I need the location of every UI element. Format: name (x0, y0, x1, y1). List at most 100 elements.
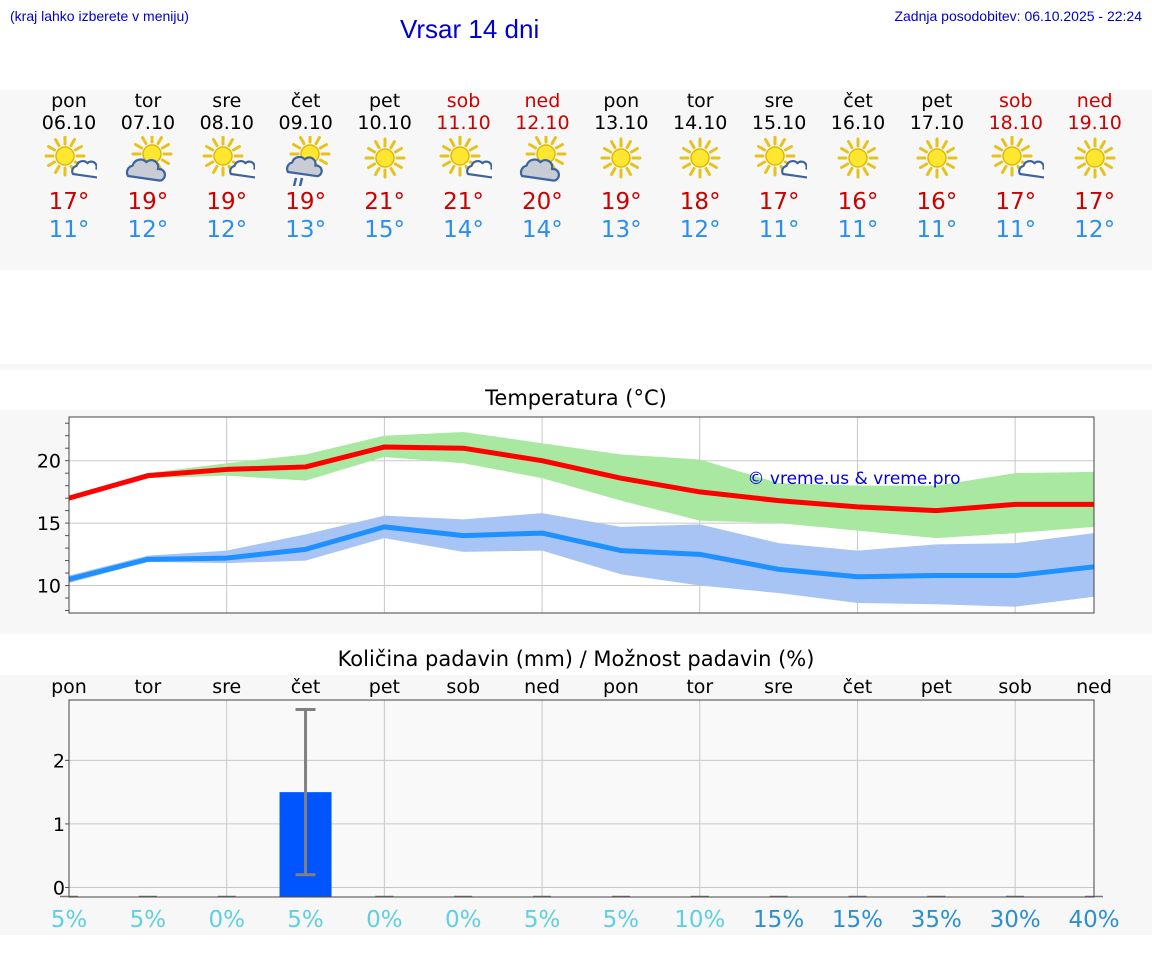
max-temp: 17° (48, 189, 90, 215)
max-temp: 20° (522, 189, 563, 215)
day-forecast: pet 10.10 21° 15° (340, 90, 430, 244)
rain-cloud-sun-icon (285, 136, 331, 186)
max-temp: 18° (679, 189, 721, 215)
day-name: tor (686, 90, 714, 112)
x-category-label: čet (843, 676, 873, 698)
day-forecast: tor 07.10 19° 12° (103, 90, 193, 244)
precip-probability: 30% (990, 907, 1041, 933)
min-temp: 13° (285, 217, 327, 243)
day-date: 10.10 (357, 112, 412, 134)
day-forecast: pon 06.10 17° 11° (24, 90, 114, 244)
day-name: pon (603, 90, 640, 112)
day-name: ned (1076, 90, 1113, 112)
divider (0, 364, 1152, 370)
precip-probability: 15% (832, 907, 883, 933)
day-name: tor (134, 90, 162, 112)
sun-icon (1074, 137, 1116, 179)
x-category-label: tor (686, 676, 713, 698)
max-temp: 17° (995, 189, 1037, 215)
precip-probability: 5% (130, 907, 167, 933)
min-temp: 11° (995, 217, 1037, 243)
y-tick-label: 1 (53, 814, 65, 836)
x-category-label: ned (1076, 676, 1112, 698)
precip-probability: 0% (366, 907, 403, 933)
day-forecast: pet 17.10 16° 11° (892, 90, 982, 244)
day-date: 16.10 (830, 112, 886, 134)
day-forecast: sob 11.10 21° 14° (419, 90, 509, 244)
max-temp: 21° (364, 189, 405, 215)
y-tick-label: 15 (37, 513, 61, 535)
precip-probability: 5% (287, 907, 324, 933)
max-temp: 19° (127, 189, 169, 215)
day-date: 06.10 (41, 112, 97, 134)
sun-cloud-icon (202, 136, 255, 179)
day-name: sre (212, 90, 242, 112)
day-name: sob (446, 90, 481, 112)
precip-probability: 0% (445, 907, 482, 933)
day-date: 08.10 (199, 112, 254, 134)
day-name: sob (999, 90, 1033, 112)
last-updated: Zadnja posodobitev: 06.10.2025 - 22:24 (894, 8, 1142, 24)
precip-probability: 5% (524, 907, 561, 933)
y-tick-label: 0 (53, 877, 65, 899)
max-temp: 19° (206, 189, 248, 215)
min-temp: 12° (679, 217, 721, 243)
precip-probability: 40% (1068, 907, 1119, 933)
max-temp: 21° (443, 189, 484, 215)
x-category-label: pon (51, 676, 87, 698)
min-temp: 15° (364, 217, 405, 243)
sun-cloud-icon (44, 136, 97, 179)
forecast-band (0, 90, 1152, 270)
day-date: 18.10 (988, 112, 1043, 134)
cloudy-sun-icon (125, 136, 173, 182)
max-temp: 16° (916, 189, 958, 215)
min-temp: 11° (916, 217, 958, 243)
precip-probability: 10% (674, 907, 725, 933)
x-category-label: tor (134, 676, 161, 698)
x-category-label: ned (524, 676, 560, 698)
max-temp-series-line (68, 444, 1094, 514)
day-forecast: čet 09.10 19° 13° (261, 90, 351, 244)
y-tick-label: 20 (37, 451, 61, 473)
min-temp: 14° (522, 217, 563, 243)
max-temp: 17° (1074, 189, 1116, 215)
precip-probability: 0% (208, 907, 245, 933)
sun-icon (600, 137, 642, 179)
x-category-label: pet (369, 676, 400, 698)
min-temp: 13° (600, 217, 642, 243)
x-category-label: sre (764, 676, 793, 698)
sun-icon (916, 137, 958, 179)
min-temp: 11° (837, 217, 879, 243)
x-category-label: sre (212, 676, 241, 698)
precipitation-chart-title: Količina padavin (mm) / Možnost padavin … (337, 647, 815, 671)
location-hint: (kraj lahko izberete v meniju) (10, 8, 189, 24)
day-name: pet (368, 90, 401, 112)
page-title: Vrsar 14 dni (400, 14, 540, 44)
min-temp: 11° (758, 217, 800, 243)
day-name: čet (290, 90, 321, 112)
temperature-chart: 10 15 20 © vreme.us & vreme.pro (37, 416, 1095, 614)
x-category-label: čet (291, 676, 321, 698)
min-temp: 12° (1074, 217, 1116, 243)
day-name: ned (524, 90, 561, 112)
min-temp-series-line (68, 524, 1095, 582)
day-name: sre (764, 90, 794, 112)
day-date: 13.10 (594, 112, 649, 134)
sun-cloud-icon (754, 136, 808, 179)
precip-probability: 5% (603, 907, 640, 933)
x-category-label: pet (921, 676, 952, 698)
plot-area (69, 700, 1094, 897)
plot-frame (68, 416, 1095, 614)
sun-cloud-icon (439, 136, 492, 179)
day-name: pon (51, 90, 87, 112)
day-name: čet (843, 90, 873, 112)
min-temp: 12° (206, 217, 248, 243)
precip-probability: 15% (753, 907, 804, 933)
precip-probability: 35% (911, 907, 962, 933)
day-name: pet (921, 90, 953, 112)
day-date: 12.10 (515, 112, 570, 134)
sun-icon (837, 137, 879, 179)
max-temp: 16° (837, 189, 879, 215)
cloudy-sun-icon (520, 136, 567, 182)
max-temp: 19° (285, 189, 327, 215)
